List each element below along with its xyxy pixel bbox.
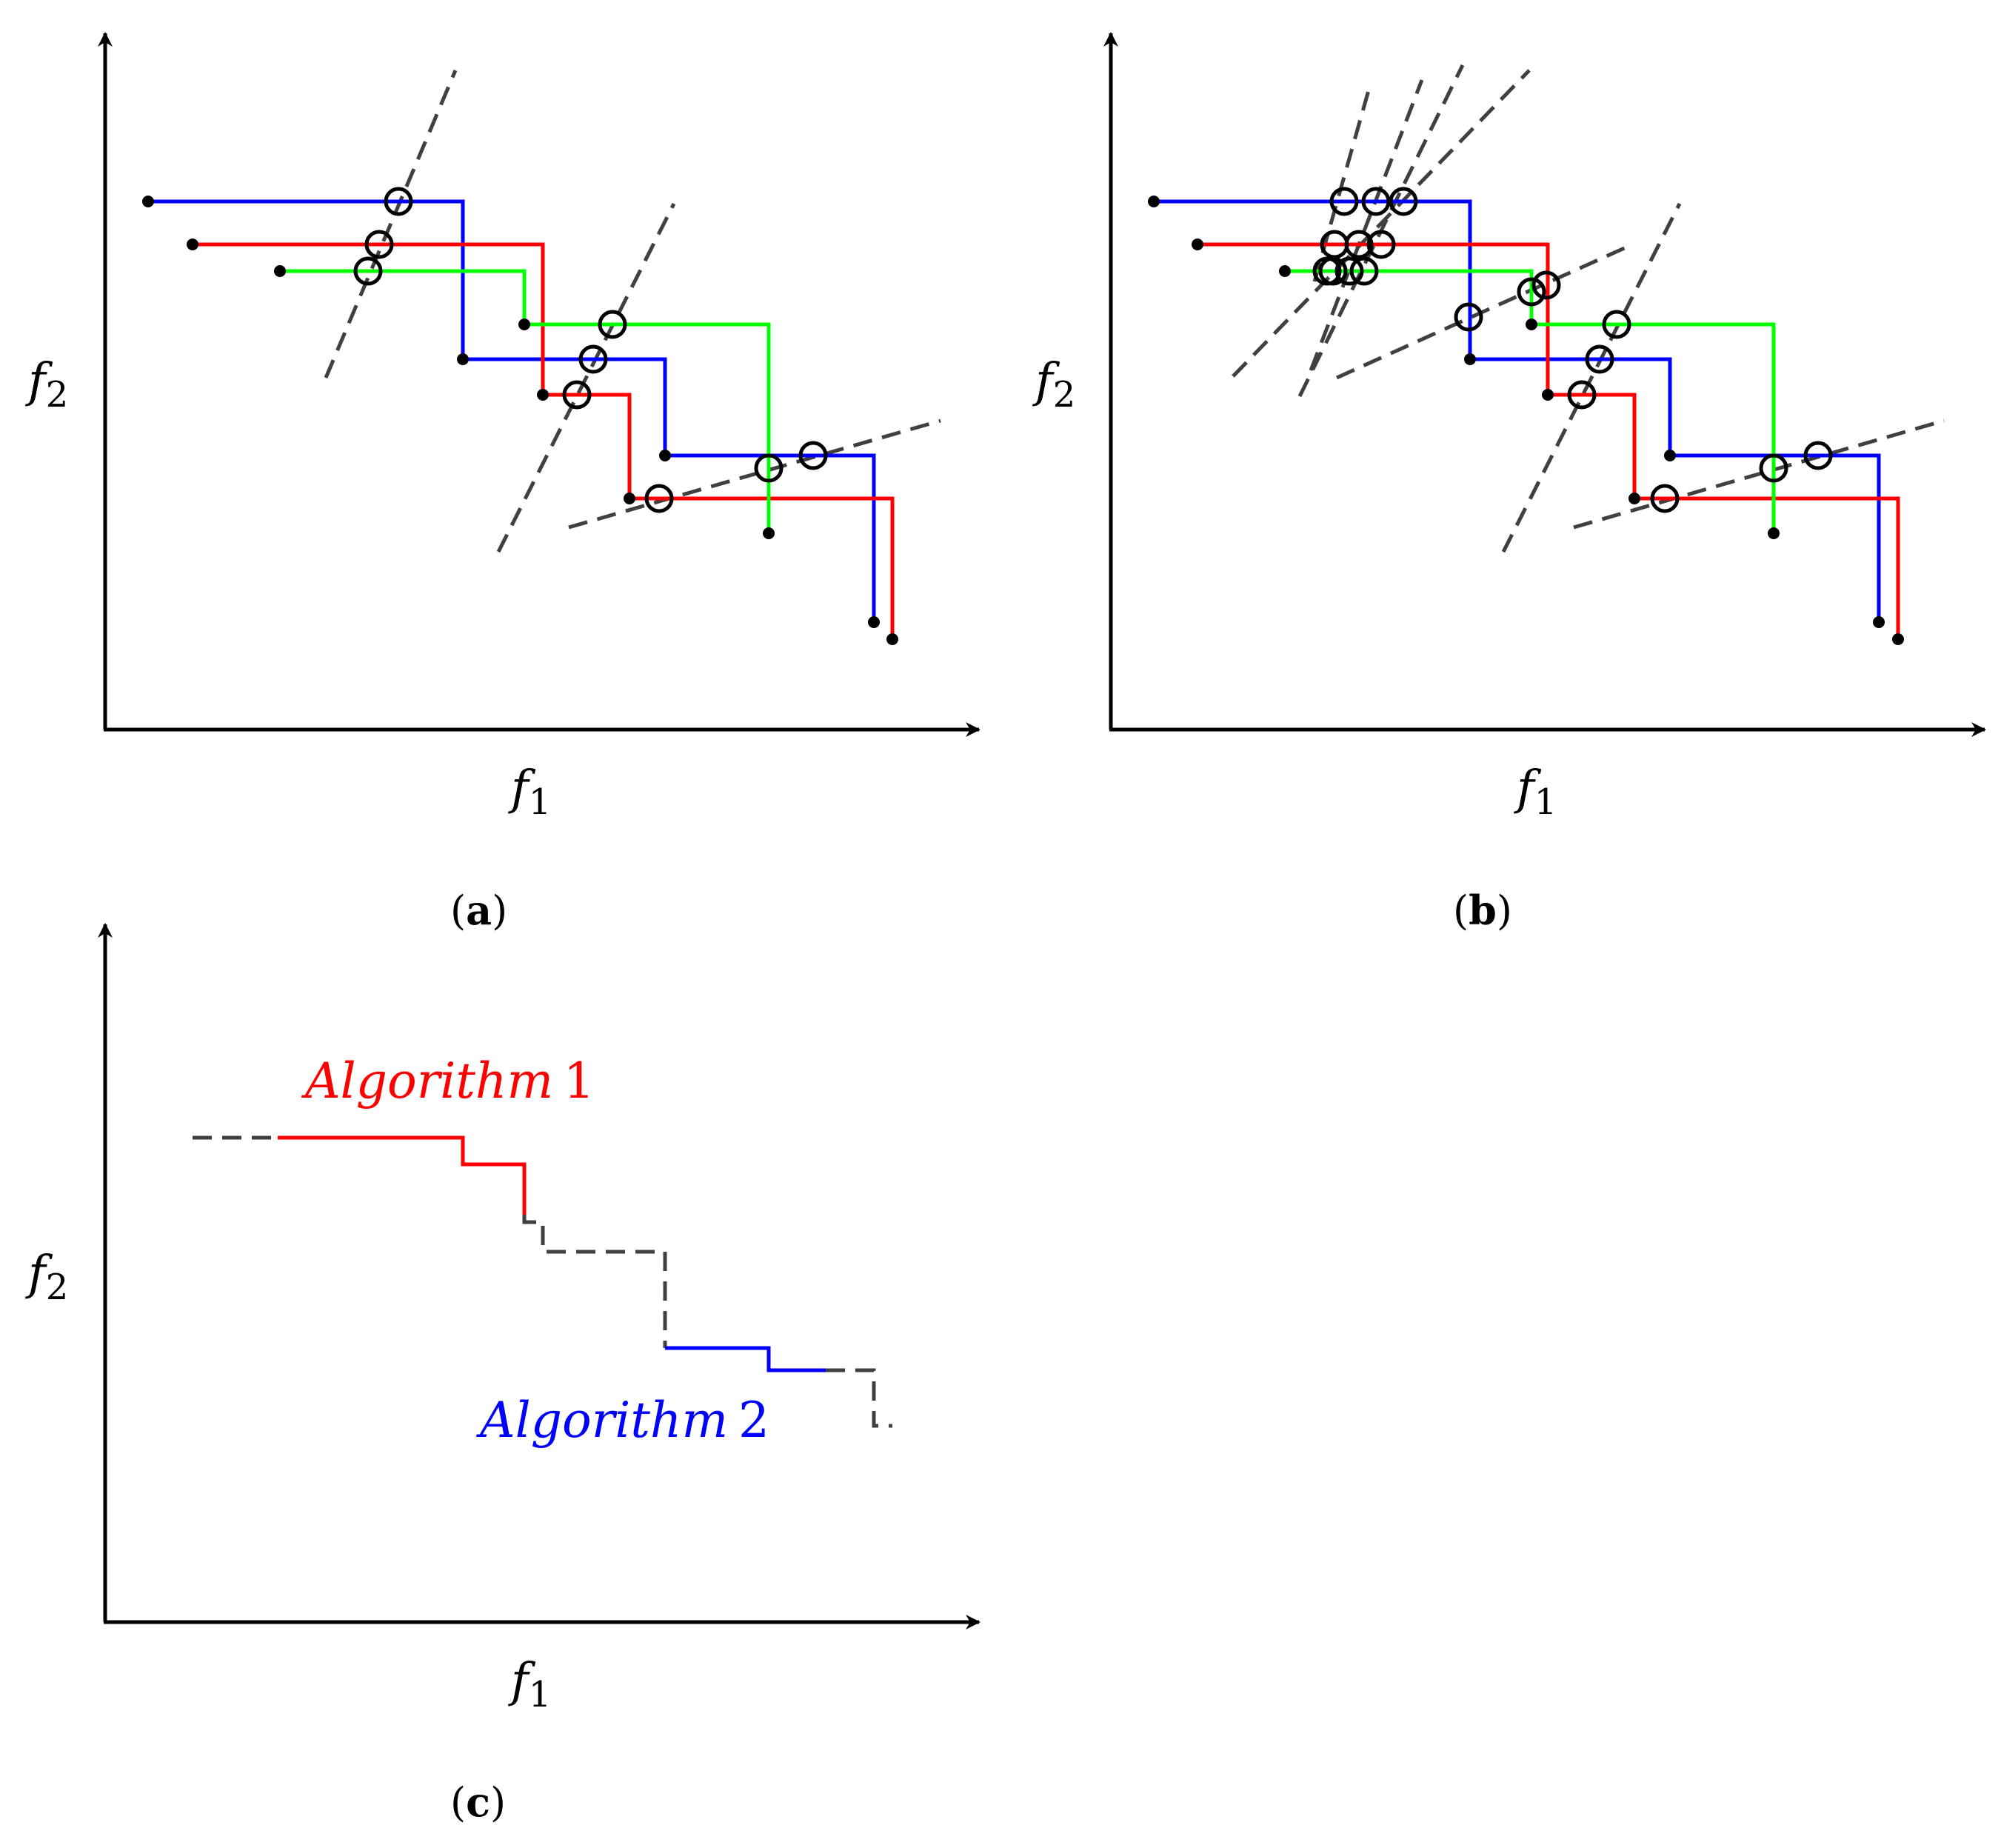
panel-b: f2 f1 (b) — [1032, 32, 1986, 934]
algorithm-1-label: Algorithm 1 — [301, 1053, 595, 1110]
endpoint-dot — [659, 450, 671, 461]
endpoint-dot — [1873, 616, 1885, 628]
x-axis-label: f1 — [508, 761, 551, 823]
intersection-circle — [353, 256, 383, 286]
endpoint-dot — [1664, 450, 1676, 461]
reference-line — [1232, 69, 1531, 378]
endpoint-dot — [1542, 389, 1554, 401]
algorithm-2-segment — [665, 1346, 826, 1372]
intersection-markers — [1312, 187, 1833, 513]
intersection-circle — [1334, 256, 1364, 286]
endpoint-dot — [763, 527, 775, 539]
x-axis-label: f1 — [1514, 761, 1557, 823]
intersection-circle — [384, 187, 413, 216]
endpoint-dot — [274, 265, 286, 277]
intersection-circle — [1318, 256, 1348, 286]
reference-line — [1335, 244, 1631, 380]
panel-label-c: (c) — [450, 1778, 506, 1826]
front-endpoints — [1148, 196, 1904, 645]
reference-line — [1501, 202, 1682, 553]
front-green — [1285, 269, 1776, 533]
intersection-circle — [364, 230, 394, 259]
endpoint-dot — [1192, 238, 1203, 250]
endpoint-dot — [142, 196, 154, 207]
endpoint-dot — [1279, 265, 1291, 277]
endpoint-dot — [868, 616, 880, 628]
endpoint-dot — [1464, 353, 1476, 365]
intersection-circle — [1349, 256, 1379, 286]
reference-line — [1573, 418, 1945, 530]
front-red — [193, 242, 895, 639]
endpoint-dot — [1148, 196, 1160, 207]
endpoint-dot — [624, 493, 635, 504]
intersection-circle — [754, 453, 784, 483]
endpoint-dot — [187, 238, 198, 250]
intersection-circle — [1567, 380, 1597, 410]
algorithm-1-segment — [278, 1135, 527, 1215]
intersection-circle — [1650, 484, 1680, 513]
intersection-circle — [1602, 310, 1631, 339]
reference-line — [1309, 79, 1424, 371]
intersection-circle — [1585, 344, 1614, 374]
endpoint-dot — [1526, 318, 1537, 330]
y-axis-label: f2 — [25, 1246, 68, 1308]
panel-label-b: (b) — [1453, 887, 1512, 934]
intersection-circle — [1803, 441, 1833, 470]
reference-line — [496, 202, 676, 553]
intersection-circle — [1389, 187, 1418, 216]
endpoint-dot — [457, 353, 469, 365]
endpoint-dot — [1628, 493, 1640, 504]
endpoint-dot — [1892, 633, 1904, 645]
reference-line — [568, 418, 941, 530]
intersection-circle — [1361, 187, 1391, 216]
front-endpoints — [142, 196, 898, 645]
algorithm-2-label: Algorithm 2 — [475, 1392, 769, 1449]
dashed-segment — [522, 1215, 667, 1348]
intersection-circle — [598, 310, 627, 339]
intersection-circle — [1454, 302, 1483, 332]
front-blue — [148, 199, 876, 622]
endpoint-dot — [886, 633, 898, 645]
intersection-circle — [1329, 187, 1359, 216]
intersection-circle — [1517, 277, 1546, 307]
endpoint-dot — [1768, 527, 1780, 539]
x-axis-label: f1 — [508, 1653, 551, 1715]
intersection-circle — [644, 484, 674, 513]
panel-a: f2 f1 (a) — [25, 32, 981, 934]
y-axis-label: f2 — [1032, 353, 1075, 416]
intersection-markers — [353, 187, 828, 513]
intersection-circle — [1531, 270, 1561, 300]
endpoint-dot — [518, 318, 530, 330]
intersection-circle — [1366, 230, 1396, 259]
front-blue — [1154, 199, 1881, 622]
front-red — [1197, 242, 1900, 639]
intersection-circle — [798, 441, 828, 470]
panel-label-a: (a) — [450, 887, 507, 934]
endpoint-dot — [537, 389, 549, 401]
dashed-segment — [826, 1368, 892, 1428]
reference-line — [324, 70, 458, 378]
panel-c: Algorithm 1 Algorithm 2 f2 f1 (c) — [25, 923, 981, 1826]
intersection-circle — [562, 380, 592, 410]
y-axis-label: f2 — [25, 353, 68, 416]
intersection-circle — [1759, 453, 1788, 483]
intersection-circle — [578, 344, 608, 374]
intersection-circle — [1344, 230, 1374, 259]
